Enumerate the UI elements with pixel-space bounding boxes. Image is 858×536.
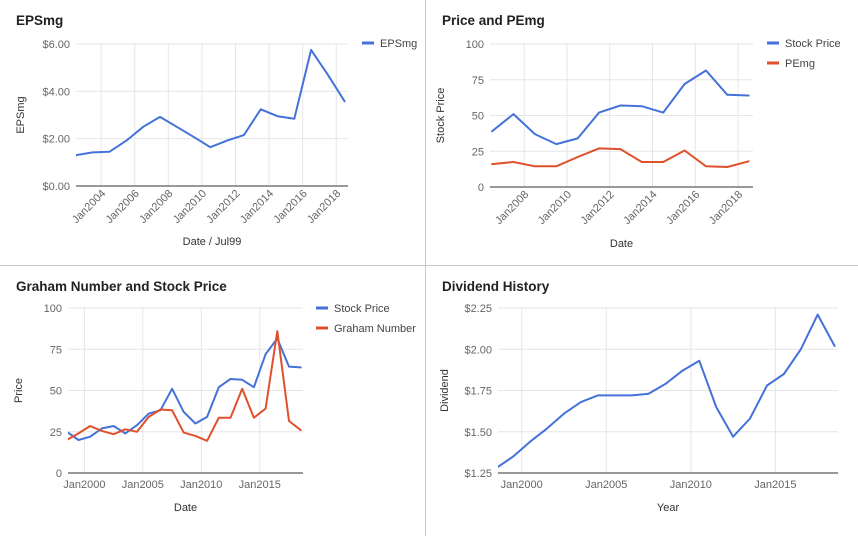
graham-chart-panel: Graham Number and Stock Price 0 25 50 75 100… [0,266,425,536]
eps-chart-svg: $0.00 $2.00 $4.00 $6.00 Jan2004Jan2006Jan200… [15,38,417,248]
graham-legend-label-graham-number: Graham Number [334,323,416,335]
graham-series-group [68,330,302,442]
eps-x-tick-label: Jan2004 [70,188,108,226]
price-pe-chart-title: Price and PEmg [442,13,545,28]
dividend-chart-title: Dividend History [442,279,550,294]
graham-x-tick-label: Jan2010 [180,479,222,491]
eps-x-tick-label: Jan2016 [271,188,309,226]
eps-y-tick-label: $4.00 [42,86,70,98]
graham-series-line-graham-number [68,330,302,442]
eps-y-axis-title: EPSmg [15,96,27,133]
eps-legend-label-epsmg: EPSmg [380,38,417,50]
graham-y-tick-label: 25 [50,427,62,439]
eps-series-group [76,48,346,157]
eps-series-line-epsmg [76,48,346,157]
eps-x-tick-label: Jan2012 [204,188,242,226]
vertical-divider [425,0,426,536]
pe-x-tick-label: Jan2014 [621,189,659,227]
eps-x-tick-label: Jan2010 [171,188,209,226]
graham-y-tick-label: 100 [44,303,62,315]
eps-chart-title: EPSmg [16,13,64,28]
graham-x-tick-label: Jan2015 [239,479,281,491]
dividend-y-tick-label: $1.25 [464,468,492,480]
pe-legend-label-pemg: PEmg [785,58,815,70]
price-pe-chart-panel: Price and PEmg 0 25 50 75 100 Jan2008 Jan2010 J… [426,0,858,265]
graham-chart-svg: 0 25 50 75 100 Jan2000 Jan2005 Jan2010 Jan2015 Da… [13,303,416,514]
eps-chart-panel: EPSmg $0.00 $2.00 $4.00 $6.00 Jan2004 Jan2006… [0,0,425,265]
graham-y-tick-label: 50 [50,386,62,398]
dividend-x-axis-title: Year [657,502,680,514]
eps-y-tick-label: $6.00 [42,39,70,51]
eps-x-tick-label: Jan2006 [104,188,142,226]
eps-y-tick-label: $2.00 [42,134,70,146]
pe-y-tick-label: 0 [478,182,484,194]
pe-series-line-stock-price [491,69,750,146]
eps-x-tick-label: Jan2014 [238,188,276,226]
pe-series-group [491,69,750,168]
pe-x-tick-label: Jan2016 [664,189,702,227]
graham-y-tick-label: 0 [56,468,62,480]
pe-x-tick-label: Jan2010 [536,189,574,227]
dividend-x-tick-label: Jan2015 [754,479,796,491]
pe-series-line-pemg [491,147,750,168]
pe-x-tick-label: Jan2008 [493,189,531,227]
dividend-chart-panel: Dividend History $1.25 $1.50 $1.75 $2.00 $2.… [426,266,858,536]
eps-x-tick-label: Jan2018 [305,188,343,226]
graham-x-tick-label: Jan2005 [122,479,164,491]
dividend-y-tick-label: $2.25 [464,303,492,315]
dividend-y-axis-title: Dividend [439,369,451,412]
pe-legend-label-stock-price: Stock Price [785,38,841,50]
pe-x-axis-title: Date [610,238,633,250]
graham-x-axis-title: Date [174,502,197,514]
pe-x-tick-label: Jan2018 [707,189,745,227]
dividend-x-tick-label: Jan2000 [501,479,543,491]
pe-y-axis-title: Stock Price [435,88,447,144]
dividend-series-line-dividend [498,313,836,469]
graham-series-line-stock-price [68,337,302,441]
eps-y-tick-label: $0.00 [42,181,70,193]
pe-y-tick-label: 25 [472,146,484,158]
dividend-x-tick-label: Jan2005 [585,479,627,491]
dividend-chart-svg: $1.25 $1.50 $1.75 $2.00 $2.25 Jan2000 Jan2005 J… [439,303,838,514]
dividend-y-tick-label: $2.00 [464,344,492,356]
pe-y-tick-label: 75 [472,75,484,87]
pe-x-tick-label: Jan2012 [579,189,617,227]
graham-x-tick-label: Jan2000 [63,479,105,491]
horizontal-divider [0,265,858,266]
pe-y-tick-label: 50 [472,111,484,123]
dividend-x-tick-label: Jan2010 [670,479,712,491]
pe-y-tick-label: 100 [466,39,484,51]
graham-chart-title: Graham Number and Stock Price [16,279,227,294]
dividend-series-group [498,313,836,469]
eps-x-axis-title: Date / Jul99 [183,236,242,248]
dividend-y-tick-label: $1.50 [464,427,492,439]
eps-x-tick-label: Jan2008 [137,188,175,226]
dividend-y-tick-label: $1.75 [464,386,492,398]
graham-y-tick-label: 75 [50,344,62,356]
graham-legend-label-stock-price: Stock Price [334,303,390,315]
graham-y-axis-title: Price [13,378,25,403]
